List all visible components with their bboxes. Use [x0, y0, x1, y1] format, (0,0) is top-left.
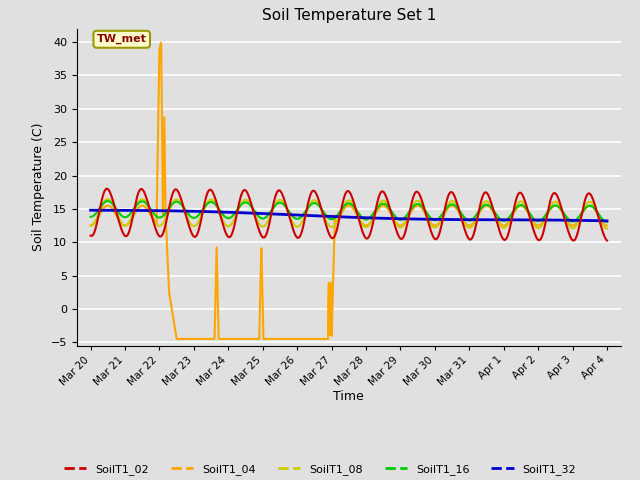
X-axis label: Time: Time [333, 390, 364, 403]
Legend: SoilT1_02, SoilT1_04, SoilT1_08, SoilT1_16, SoilT1_32: SoilT1_02, SoilT1_04, SoilT1_08, SoilT1_… [60, 459, 580, 479]
Text: TW_met: TW_met [97, 34, 147, 45]
Title: Soil Temperature Set 1: Soil Temperature Set 1 [262, 9, 436, 24]
Y-axis label: Soil Temperature (C): Soil Temperature (C) [32, 123, 45, 252]
